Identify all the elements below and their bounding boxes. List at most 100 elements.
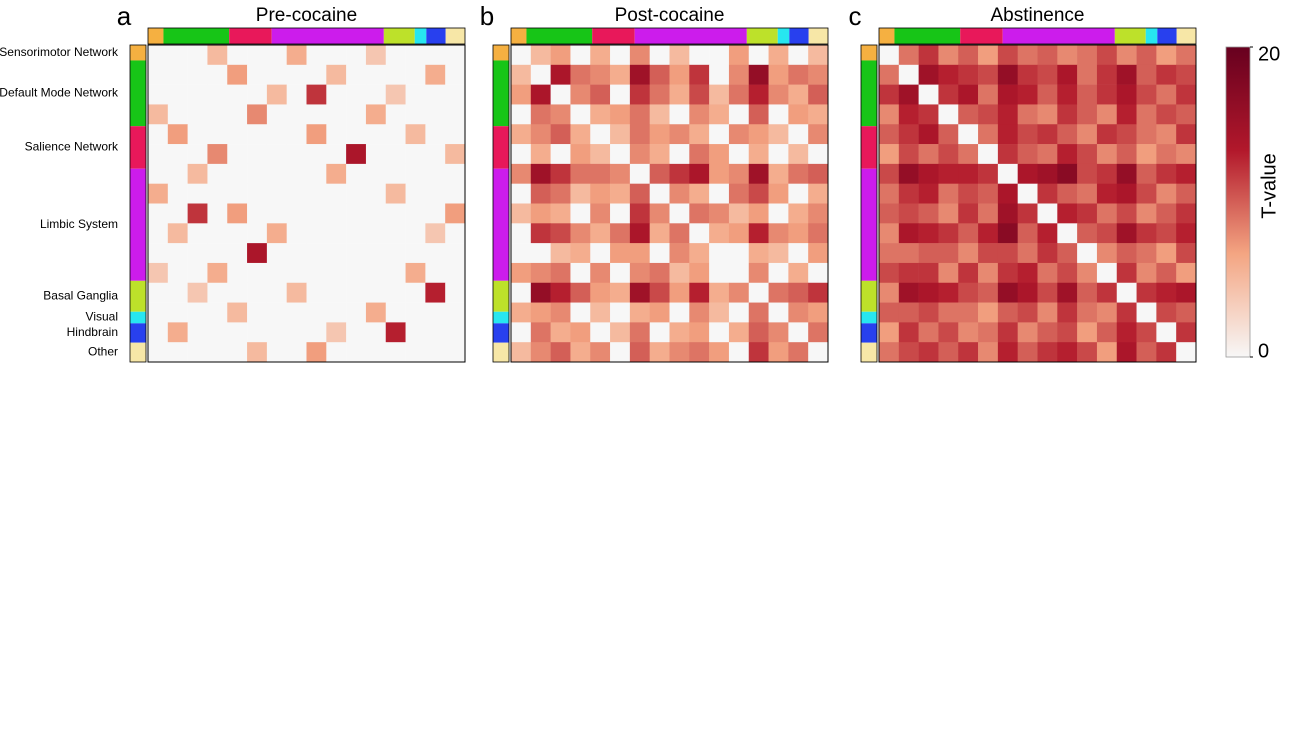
heatmap-cell bbox=[227, 104, 248, 125]
heatmap-cell bbox=[167, 104, 188, 125]
heatmap-cell bbox=[445, 282, 466, 303]
heatmap-cell bbox=[1176, 45, 1197, 66]
bar-frame-left bbox=[860, 44, 878, 363]
heatmap-cell bbox=[978, 262, 999, 284]
heatmap-cell bbox=[689, 45, 710, 66]
heatmap-cell bbox=[918, 144, 939, 165]
heatmap-cell bbox=[997, 203, 1018, 224]
heatmap-cell bbox=[728, 243, 750, 264]
network-bar-left bbox=[493, 280, 509, 312]
heatmap-cell bbox=[748, 104, 769, 125]
heatmap-cell bbox=[511, 262, 532, 284]
heatmap-cell bbox=[879, 342, 900, 363]
heatmap-cell bbox=[1017, 342, 1038, 363]
heatmap-cell bbox=[148, 84, 169, 105]
network-label: Visual bbox=[86, 310, 118, 324]
heatmap-cell bbox=[306, 282, 327, 303]
network-bar-left bbox=[861, 311, 877, 324]
heatmap-cell bbox=[689, 302, 710, 323]
heatmap-cell bbox=[1096, 84, 1118, 105]
heatmap-cell bbox=[898, 243, 919, 264]
heatmap-cell bbox=[610, 342, 631, 363]
heatmap-cell bbox=[1057, 243, 1078, 264]
heatmap-cell bbox=[1116, 223, 1137, 244]
heatmap-cell bbox=[879, 45, 900, 66]
heatmap-cell bbox=[997, 322, 1018, 343]
network-bar-left bbox=[130, 60, 146, 127]
heatmap-cell bbox=[365, 322, 387, 343]
network-bar-top bbox=[1145, 28, 1158, 44]
heatmap-cell bbox=[385, 302, 406, 323]
heatmap-cell bbox=[266, 262, 287, 284]
heatmap-cell bbox=[879, 144, 900, 165]
heatmap-cell bbox=[1156, 262, 1177, 284]
heatmap-cell bbox=[148, 243, 169, 264]
heatmap-cell bbox=[1057, 203, 1078, 224]
network-bar-left bbox=[130, 280, 146, 312]
heatmap-cell bbox=[898, 104, 919, 125]
heatmap-cell bbox=[306, 262, 327, 284]
heatmap-cell bbox=[709, 64, 730, 85]
network-bar-top bbox=[445, 28, 465, 44]
heatmap-cell bbox=[997, 183, 1018, 204]
heatmap-cell bbox=[187, 163, 208, 184]
heatmap-cell bbox=[768, 282, 789, 303]
network-label: Hindbrain bbox=[67, 325, 118, 339]
heatmap-cell bbox=[669, 124, 690, 145]
heatmap-cell bbox=[918, 124, 939, 145]
heatmap-cell bbox=[530, 243, 551, 264]
heatmap-cell bbox=[266, 302, 287, 323]
heatmap-cell bbox=[1096, 262, 1118, 284]
heatmap-cell bbox=[1156, 104, 1177, 125]
heatmap-cell bbox=[958, 163, 979, 184]
heatmap-cell bbox=[728, 45, 750, 66]
heatmap-cell bbox=[808, 243, 829, 264]
heatmap-cell bbox=[808, 64, 829, 85]
heatmap-cell bbox=[938, 104, 959, 125]
heatmap-cell bbox=[425, 183, 446, 204]
heatmap-cell bbox=[385, 124, 406, 145]
heatmap-cell bbox=[728, 64, 750, 85]
heatmap-cell bbox=[879, 223, 900, 244]
heatmap-cell bbox=[207, 342, 228, 363]
heatmap-cell bbox=[445, 203, 466, 224]
heatmap-cell bbox=[879, 124, 900, 145]
heatmap-cell bbox=[570, 302, 591, 323]
network-bar-left bbox=[493, 60, 509, 127]
heatmap-cell bbox=[365, 144, 387, 165]
heatmap-cell bbox=[1136, 124, 1157, 145]
network-bar-top bbox=[414, 28, 427, 44]
heatmap-cell bbox=[709, 84, 730, 105]
network-bar-top bbox=[229, 28, 272, 44]
heatmap-cell bbox=[1156, 163, 1177, 184]
heatmap-cell bbox=[365, 282, 387, 303]
heatmap-cell bbox=[511, 104, 532, 125]
heatmap-cell bbox=[748, 45, 769, 66]
heatmap-cell bbox=[1096, 203, 1118, 224]
heatmap-cell bbox=[590, 302, 611, 323]
network-bar-left bbox=[861, 126, 877, 169]
heatmap-cell bbox=[629, 342, 650, 363]
heatmap-cell bbox=[570, 144, 591, 165]
heatmap-cell bbox=[227, 302, 248, 323]
heatmap-cell bbox=[649, 322, 670, 343]
network-label: Other bbox=[88, 345, 118, 359]
heatmap-cell bbox=[511, 163, 532, 184]
heatmap-cell bbox=[590, 262, 611, 284]
heatmap-cell bbox=[227, 45, 248, 66]
panel-title: Pre-cocaine bbox=[256, 5, 357, 26]
heatmap-cell bbox=[227, 183, 248, 204]
heatmap-cell bbox=[511, 124, 532, 145]
heatmap-cell bbox=[748, 64, 769, 85]
heatmap-cell bbox=[425, 163, 446, 184]
heatmap-cell bbox=[530, 84, 551, 105]
heatmap-cell bbox=[1017, 104, 1038, 125]
heatmap-cell bbox=[306, 124, 327, 145]
heatmap-cell bbox=[247, 322, 268, 343]
heatmap-cell bbox=[669, 203, 690, 224]
heatmap-cell bbox=[1156, 302, 1177, 323]
heatmap-cell bbox=[227, 243, 248, 264]
heatmap-cell bbox=[445, 84, 466, 105]
heatmap-cell bbox=[306, 322, 327, 343]
heatmap-cell bbox=[918, 342, 939, 363]
